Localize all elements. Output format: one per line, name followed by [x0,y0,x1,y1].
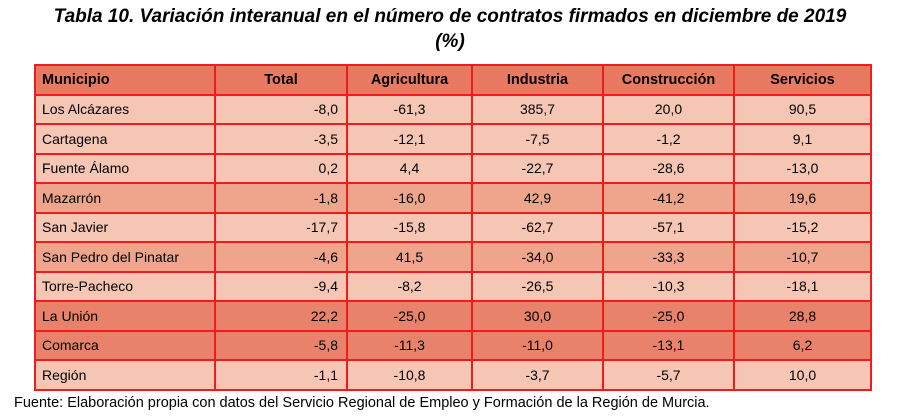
cell-total: -1,1 [214,359,348,391]
table-row: Región -1,1 -10,8 -3,7 -5,7 10,0 [34,359,872,391]
cell-construccion: -10,3 [602,270,735,302]
cell-total: -5,8 [214,329,348,361]
cell-agricultura: 41,5 [346,241,473,273]
col-header-agricultura: Agricultura [346,64,473,96]
cell-agricultura: 4,4 [346,152,473,184]
cell-municipio: Comarca [34,329,216,361]
cell-construccion: -5,7 [602,359,735,391]
cell-agricultura: -61,3 [346,93,473,125]
cell-construccion: -28,6 [602,152,735,184]
cell-construccion: -13,1 [602,329,735,361]
cell-total: -17,7 [214,211,348,243]
cell-construccion: -25,0 [602,300,735,332]
cell-servicios: 28,8 [733,300,872,332]
cell-industria: 385,7 [471,93,604,125]
cell-total: -9,4 [214,270,348,302]
table-title: Tabla 10. Variación interanual en el núm… [0,4,900,54]
cell-total: -3,5 [214,123,348,155]
cell-servicios: 10,0 [733,359,872,391]
data-table: Municipio Total Agricultura Industria Co… [34,64,872,391]
cell-servicios: 19,6 [733,182,872,214]
table-row: Torre-Pacheco -9,4 -8,2 -26,5 -10,3 -18,1 [34,270,872,302]
col-header-construccion: Construcción [602,64,735,96]
table-title-line2: (%) [435,31,465,52]
cell-total: -4,6 [214,241,348,273]
cell-agricultura: -16,0 [346,182,473,214]
cell-industria: 42,9 [471,182,604,214]
cell-total: 0,2 [214,152,348,184]
cell-agricultura: -8,2 [346,270,473,302]
cell-construccion: -57,1 [602,211,735,243]
col-header-servicios: Servicios [733,64,872,96]
cell-agricultura: -25,0 [346,300,473,332]
cell-municipio: La Unión [34,300,216,332]
cell-total: 22,2 [214,300,348,332]
cell-municipio: Los Alcázares [34,93,216,125]
col-header-municipio: Municipio [34,64,216,96]
col-header-industria: Industria [471,64,604,96]
cell-construccion: -41,2 [602,182,735,214]
cell-servicios: -15,2 [733,211,872,243]
cell-construccion: -1,2 [602,123,735,155]
col-header-total: Total [214,64,348,96]
cell-municipio: San Pedro del Pinatar [34,241,216,273]
cell-municipio: San Javier [34,211,216,243]
table-row: Mazarrón -1,8 -16,0 42,9 -41,2 19,6 [34,182,872,214]
cell-total: -1,8 [214,182,348,214]
cell-construccion: -33,3 [602,241,735,273]
cell-servicios: -10,7 [733,241,872,273]
table-row: Los Alcázares -8,0 -61,3 385,7 20,0 90,5 [34,93,872,125]
cell-agricultura: -12,1 [346,123,473,155]
table-title-line1: Tabla 10. Variación interanual en el núm… [53,6,847,27]
table-row: Cartagena -3,5 -12,1 -7,5 -1,2 9,1 [34,123,872,155]
cell-construccion: 20,0 [602,93,735,125]
cell-industria: -34,0 [471,241,604,273]
cell-industria: -11,0 [471,329,604,361]
cell-municipio: Torre-Pacheco [34,270,216,302]
cell-agricultura: -11,3 [346,329,473,361]
cell-servicios: 9,1 [733,123,872,155]
cell-industria: -3,7 [471,359,604,391]
header-row: Municipio Total Agricultura Industria Co… [34,64,872,96]
table-row: La Unión 22,2 -25,0 30,0 -25,0 28,8 [34,300,872,332]
cell-municipio: Fuente Álamo [34,152,216,184]
cell-municipio: Cartagena [34,123,216,155]
cell-agricultura: -10,8 [346,359,473,391]
cell-industria: -62,7 [471,211,604,243]
table-row: Comarca -5,8 -11,3 -11,0 -13,1 6,2 [34,329,872,361]
cell-agricultura: -15,8 [346,211,473,243]
cell-industria: -7,5 [471,123,604,155]
table-row: San Pedro del Pinatar -4,6 41,5 -34,0 -33,3-… [34,241,872,273]
cell-total: -8,0 [214,93,348,125]
cell-servicios: -13,0 [733,152,872,184]
cell-municipio: Mazarrón [34,182,216,214]
cell-servicios: 6,2 [733,329,872,361]
cell-industria: 30,0 [471,300,604,332]
cell-industria: -22,7 [471,152,604,184]
table-row: Fuente Álamo 0,2 4,4 -22,7 -28,6 -13,0 [34,152,872,184]
source-note: Fuente: Elaboración propia con datos del… [14,395,710,411]
table-row: San Javier -17,7 -15,8 -62,7 -57,1 -15,2 [34,211,872,243]
cell-industria: -26,5 [471,270,604,302]
cell-servicios: 90,5 [733,93,872,125]
cell-servicios: -18,1 [733,270,872,302]
cell-municipio: Región [34,359,216,391]
